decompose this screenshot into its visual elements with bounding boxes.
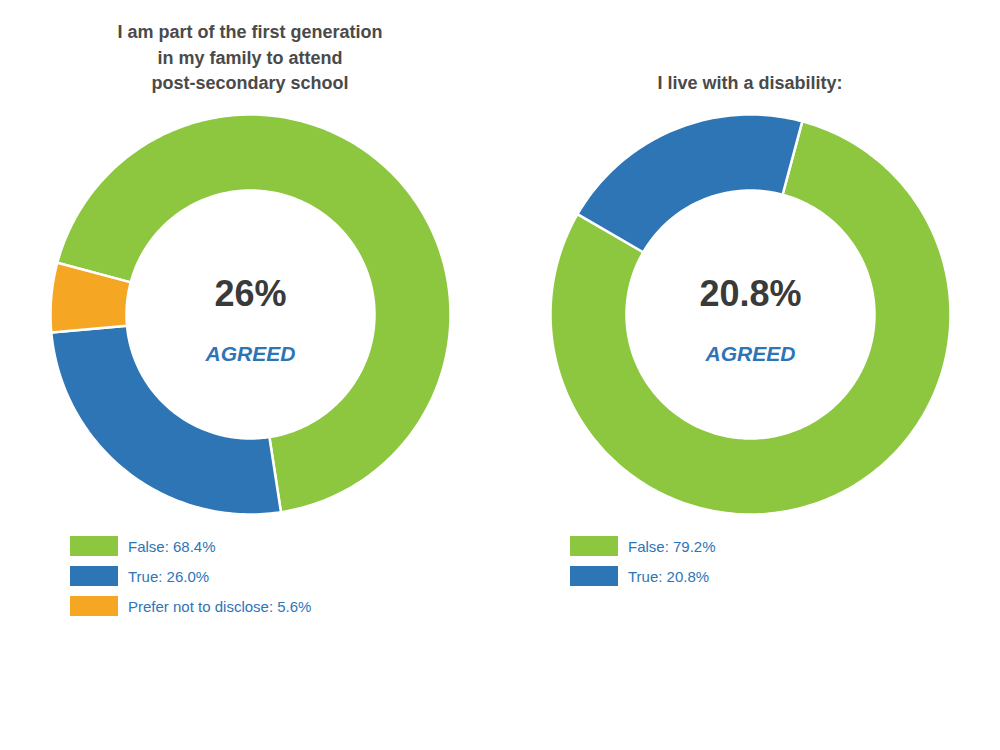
- html-text:I live with a disability:: I live with a disability:: [657, 72, 843, 93]
- svg-text:20.8%: 20.8%: [699, 273, 801, 314]
- html-text:Prefer not to disclose: 5.6%: Prefer not to disclose: 5.6%: [128, 597, 312, 615]
- html-text:False: 79.2%: False: 79.2%: [628, 537, 716, 555]
- svg-text:26%: 26%: [214, 273, 286, 314]
- svg-text:AGREED: AGREED: [705, 342, 796, 365]
- svg-text:AGREED: AGREED: [205, 342, 296, 365]
- html-text:True: 26.0%: True: 26.0%: [128, 567, 210, 585]
- html-text:True: 20.8%: True: 20.8%: [628, 567, 710, 585]
- html-text:I am part of the first generat: I am part of the first generation in my …: [117, 22, 383, 93]
- html-text:False: 68.4%: False: 68.4%: [128, 537, 216, 555]
